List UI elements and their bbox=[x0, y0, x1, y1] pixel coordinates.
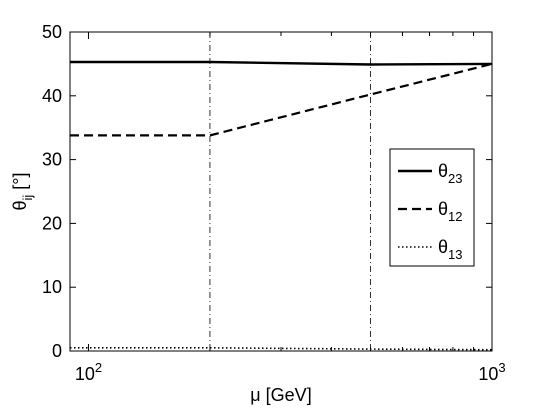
series-lines bbox=[70, 60, 493, 351]
y-tick-label-40: 40 bbox=[42, 86, 62, 106]
y-tick-label-10: 10 bbox=[42, 277, 62, 297]
series-line-theta-23 bbox=[70, 60, 493, 66]
legend-label-theta-13: θ13 bbox=[438, 237, 462, 262]
legend-label-theta-12: θ12 bbox=[438, 199, 462, 224]
y-tick-label-20: 20 bbox=[42, 213, 62, 233]
series-line-theta-13 bbox=[70, 346, 493, 351]
y-axis-label: θij [°] bbox=[10, 173, 35, 211]
vertical-reference-lines bbox=[209, 32, 371, 351]
x-axis-label: μ [GeV] bbox=[250, 385, 311, 405]
y-axis-label-group: θij [°] bbox=[10, 173, 35, 211]
legend-label-theta-23: θ23 bbox=[438, 161, 462, 186]
y-tick-label-0: 0 bbox=[52, 341, 62, 361]
axis-ticks: 0 10 20 30 40 50 102 103 bbox=[42, 22, 506, 384]
x-tick-label-100: 102 bbox=[75, 360, 102, 384]
y-tick-label-30: 30 bbox=[42, 150, 62, 170]
axis-labels: μ [GeV] θij [°] bbox=[10, 173, 312, 406]
x-tick-label-1000: 103 bbox=[478, 360, 505, 384]
series-line-theta-12 bbox=[70, 62, 493, 137]
y-tick-label-50: 50 bbox=[42, 22, 62, 42]
legend-box bbox=[389, 148, 475, 267]
legend: θ23 θ12 θ13 bbox=[389, 148, 475, 267]
